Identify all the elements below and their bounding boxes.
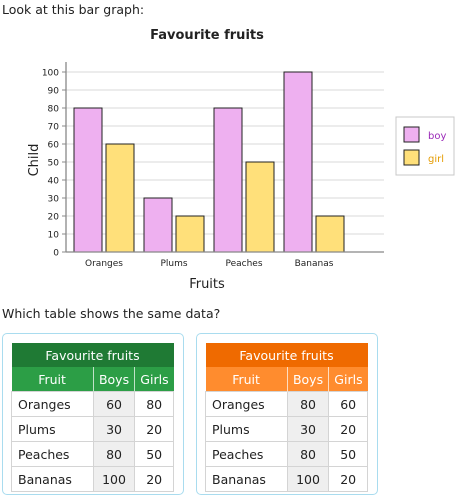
column-header-girls: Girls [334,371,363,387]
y-tick-label: 50 [48,159,60,169]
y-axis-label: Child [27,144,42,177]
cell-fruit: Bananas [11,466,94,492]
legend: boy girl [395,116,455,176]
bar-boy-plums [143,197,173,253]
cell-girls: 20 [134,466,174,492]
table-row: Plums 30 20 [205,416,368,442]
y-tick-label: 10 [48,231,60,241]
cell-girls: 60 [328,391,368,417]
cell-girls: 20 [134,416,174,442]
answer-option-a[interactable]: Favourite fruits Fruit Boys Girls Orange… [2,333,184,495]
y-tick-label: 60 [48,141,60,151]
y-tick-label: 30 [48,195,60,205]
cell-girls: 50 [134,441,174,467]
cell-fruit: Peaches [11,441,94,467]
y-tick-label: 100 [42,69,59,79]
column-header-boys: Boys [287,367,330,392]
y-tick-label: 70 [48,123,60,133]
cell-fruit: Bananas [205,466,288,492]
cell-boys: 100 [92,466,136,492]
x-tick-label: Bananas [295,259,334,269]
cell-boys: 80 [286,391,330,417]
table-caption: Favourite fruits [205,343,368,367]
table-row: Peaches 80 50 [205,441,368,467]
table-row: Oranges 60 80 [11,391,174,417]
bar-boy-bananas [283,71,313,253]
cell-fruit: Oranges [11,391,94,417]
cell-boys: 80 [286,441,330,467]
table-row: Bananas 100 20 [11,466,174,492]
table-caption: Favourite fruits [11,343,174,367]
y-tick-label: 0 [53,249,59,259]
bar-girl-oranges [105,143,135,253]
x-axis-label: Fruits [189,277,225,292]
cell-girls: 80 [134,391,174,417]
bar-boy-peaches [213,107,243,253]
column-header-fruit: Fruit [11,367,94,392]
cell-boys: 30 [92,416,136,442]
cell-fruit: Peaches [205,441,288,467]
table-row: Bananas 100 20 [205,466,368,492]
cell-boys: 80 [92,441,136,467]
cell-girls: 50 [328,441,368,467]
bar-boy-oranges [73,107,103,253]
data-table-b: Favourite fruits Fruit Boys Girls Orange… [205,343,368,492]
bar-girl-peaches [245,161,275,253]
legend-label-girl: girl [428,154,444,165]
cell-fruit: Plums [11,416,94,442]
y-tick-label: 80 [48,105,60,115]
bar-girl-plums [175,215,205,253]
question-text: Which table shows the same data? [2,306,221,321]
cell-boys: 60 [92,391,136,417]
x-tick-label: Plums [160,259,187,269]
legend-label-boy: boy [428,131,446,142]
cell-girls: 20 [328,416,368,442]
x-tick-label: Oranges [85,259,123,269]
y-tick-label: 90 [48,87,60,97]
data-table-a: Favourite fruits Fruit Boys Girls Orange… [11,343,174,492]
answer-option-b[interactable]: Favourite fruits Fruit Boys Girls Orange… [196,333,378,495]
column-header-boys: Boys [93,367,136,392]
cell-girls: 20 [328,466,368,492]
column-header-fruit: Fruit [205,367,288,392]
cell-boys: 30 [286,416,330,442]
prompt-text: Look at this bar graph: [2,2,145,17]
bar-chart: Favourite fruits 0102030405060708090100 … [27,28,455,292]
x-tick-label: Peaches [225,259,262,269]
table-row: Oranges 80 60 [205,391,368,417]
cell-fruit: Plums [205,416,288,442]
legend-swatch-girl [403,149,420,166]
cell-fruit: Oranges [205,391,288,417]
y-tick-label: 20 [48,213,60,223]
chart-title: Favourite fruits [150,28,264,43]
column-header-girls: Girls [140,371,169,387]
table-row: Peaches 80 50 [11,441,174,467]
y-tick-label: 40 [48,177,60,187]
legend-swatch-boy [403,126,420,143]
cell-boys: 100 [286,466,330,492]
bar-girl-bananas [315,215,345,253]
table-row: Plums 30 20 [11,416,174,442]
